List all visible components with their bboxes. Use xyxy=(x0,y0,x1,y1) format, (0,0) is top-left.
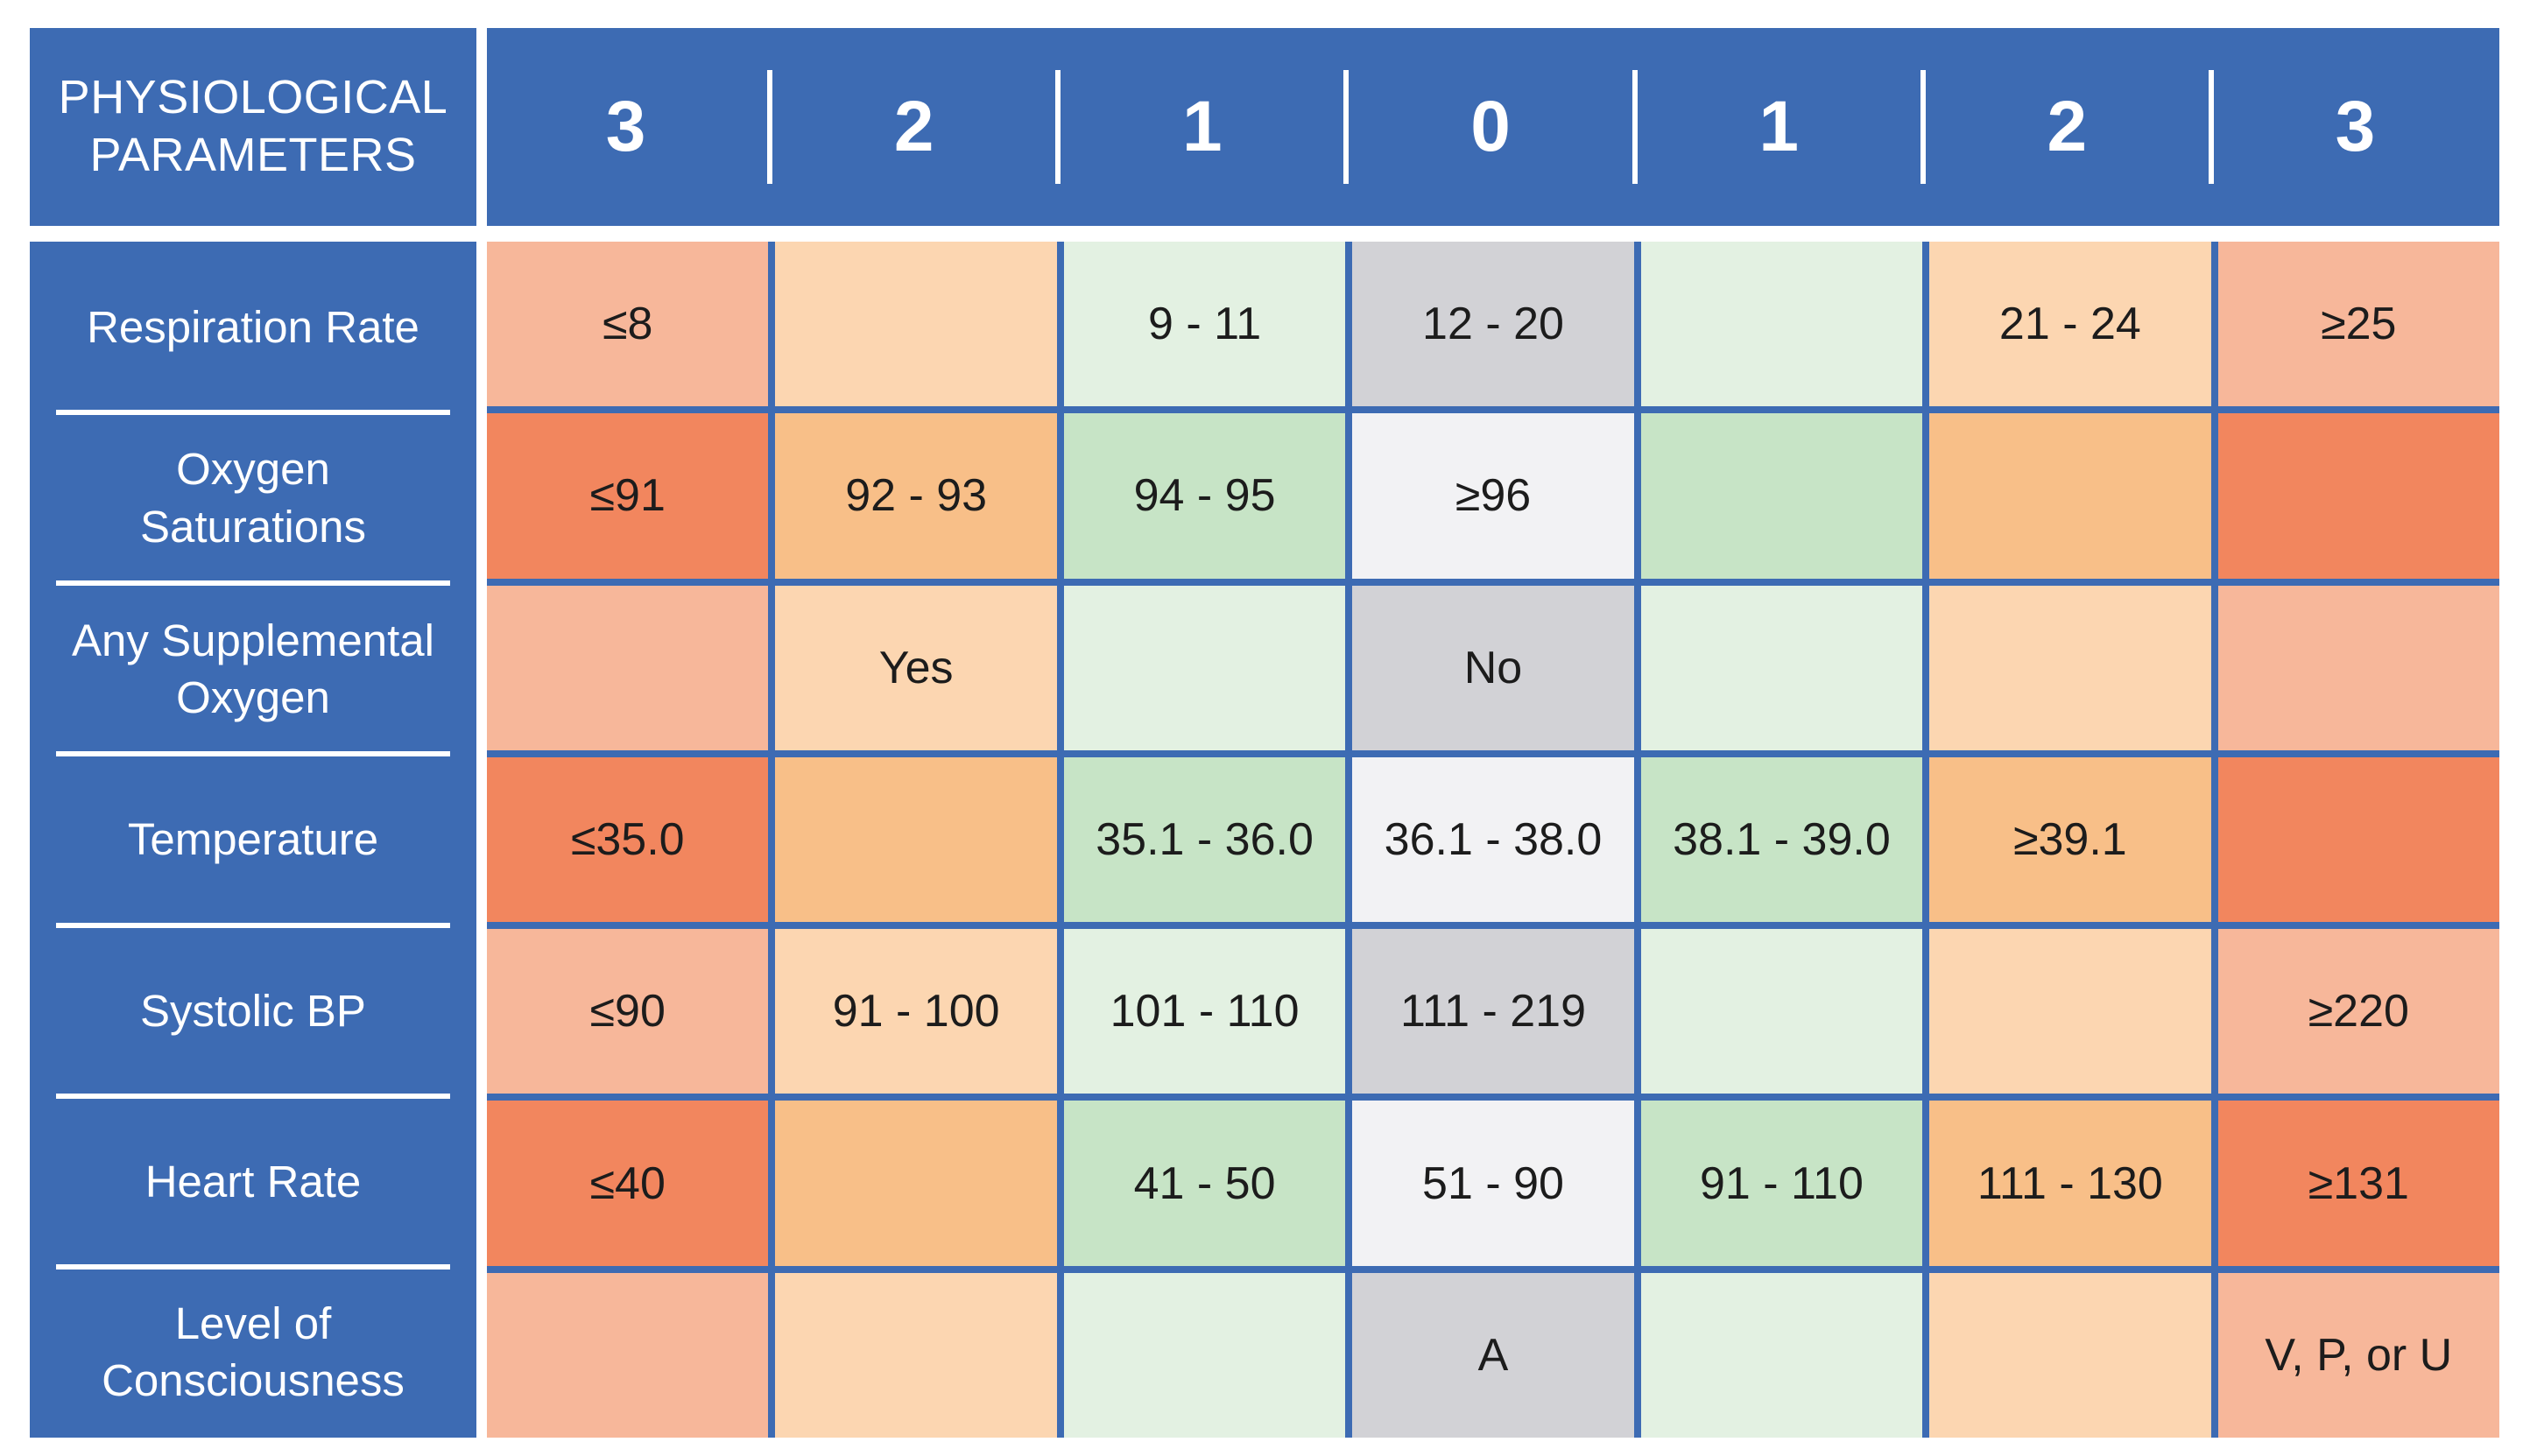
score-cell: 36.1 - 38.0 xyxy=(1352,756,1634,923)
parameter-label-line1: Any Supplemental xyxy=(72,615,434,665)
parameter-label-line1: Heart Rate xyxy=(144,1156,362,1206)
score-cell: ≥131 xyxy=(2217,1101,2499,1266)
score-header-cell: 3 xyxy=(2208,28,2499,226)
score-cell: ≤90 xyxy=(487,929,769,1094)
score-cell xyxy=(2217,585,2499,750)
scoring-table: PHYSIOLOGICAL PARAMETERS 3 2 1 0 1 2 3 R… xyxy=(30,28,2499,1438)
score-cell xyxy=(1929,929,2211,1094)
score-cell xyxy=(1929,1272,2211,1438)
score-cell xyxy=(1640,413,1923,579)
score-cell: 35.1 - 36.0 xyxy=(1063,756,1346,923)
value-grid: ≤8 9 - 11 12 - 20 21 - 24 ≥25 ≤91 92 - 93 94 - … xyxy=(487,242,2499,1438)
parameter-label: Level of Consciousness xyxy=(30,1263,476,1438)
score-header-cell: 1 xyxy=(1055,28,1346,226)
score-cell: ≥220 xyxy=(2217,929,2499,1094)
parameters-header-line2: PARAMETERS xyxy=(89,129,417,181)
parameter-label-line1: Temperature xyxy=(127,814,379,865)
parameter-label: Any Supplemental Oxygen xyxy=(30,580,476,754)
parameter-label-line1: Oxygen xyxy=(176,444,330,495)
parameter-label-line1: Systolic BP xyxy=(140,985,366,1036)
parameter-label-line1: Respiration Rate xyxy=(87,301,419,352)
score-cell: ≤35.0 xyxy=(487,756,769,923)
score-cell: 111 - 130 xyxy=(1929,1101,2211,1266)
score-cell xyxy=(2217,413,2499,579)
score-cell: ≥25 xyxy=(2217,242,2499,407)
parameter-label: Systolic BP xyxy=(30,922,476,1096)
parameter-label: Heart Rate xyxy=(30,1093,476,1267)
parameter-label: Oxygen Saturations xyxy=(30,410,476,583)
parameter-label-line1: Level of xyxy=(174,1298,332,1349)
score-header-cell: 2 xyxy=(767,28,1058,226)
score-cell xyxy=(1640,1272,1923,1438)
score-cell: 94 - 95 xyxy=(1063,413,1346,579)
score-header-cell: 1 xyxy=(1631,28,1923,226)
parameters-header: PHYSIOLOGICAL PARAMETERS xyxy=(30,28,476,226)
score-cell: 51 - 90 xyxy=(1352,1101,1634,1266)
parameter-label-line2: Oxygen xyxy=(176,672,330,722)
score-cell: 91 - 110 xyxy=(1640,1101,1923,1266)
score-cell xyxy=(1640,242,1923,407)
parameter-label: Respiration Rate xyxy=(30,242,476,412)
label-column-divider xyxy=(476,28,487,1438)
score-cell xyxy=(775,756,1057,923)
score-cell xyxy=(1063,585,1346,750)
score-cell xyxy=(1640,585,1923,750)
score-cell: ≤40 xyxy=(487,1101,769,1266)
score-cell: V, P, or U xyxy=(2217,1272,2499,1438)
score-cell xyxy=(775,1101,1057,1266)
score-cell: 12 - 20 xyxy=(1352,242,1634,407)
score-cell: ≥96 xyxy=(1352,413,1634,579)
score-cell: No xyxy=(1352,585,1634,750)
score-cell: 21 - 24 xyxy=(1929,242,2211,407)
score-cell: ≤8 xyxy=(487,242,769,407)
score-cell xyxy=(1929,585,2211,750)
score-cell: ≥39.1 xyxy=(1929,756,2211,923)
score-cell xyxy=(487,585,769,750)
score-cell xyxy=(775,242,1057,407)
score-header-cell: 3 xyxy=(605,87,646,166)
score-cell: 111 - 219 xyxy=(1352,929,1634,1094)
header-divider xyxy=(30,226,2499,242)
score-cell xyxy=(2217,756,2499,923)
score-cell: 38.1 - 39.0 xyxy=(1640,756,1923,923)
score-cell xyxy=(1929,413,2211,579)
score-cell: 92 - 93 xyxy=(775,413,1057,579)
score-cell: ≤91 xyxy=(487,413,769,579)
score-header-cell: 0 xyxy=(1343,28,1634,226)
score-cell xyxy=(1063,1272,1346,1438)
score-cell: 91 - 100 xyxy=(775,929,1057,1094)
parameter-labels: Respiration Rate Oxygen Saturations Any S… xyxy=(30,242,476,1438)
score-cell xyxy=(1640,929,1923,1094)
score-cell: 9 - 11 xyxy=(1063,242,1346,407)
parameters-header-line1: PHYSIOLOGICAL xyxy=(58,71,448,124)
score-cell xyxy=(487,1272,769,1438)
score-header-row: 3 2 1 0 1 2 3 xyxy=(482,28,2499,226)
score-cell: A xyxy=(1352,1272,1634,1438)
parameter-label: Temperature xyxy=(30,751,476,925)
parameter-label-line2: Consciousness xyxy=(102,1355,405,1406)
score-header-cell: 2 xyxy=(1920,28,2211,226)
parameter-label-line2: Saturations xyxy=(140,501,366,552)
score-cell: 41 - 50 xyxy=(1063,1101,1346,1266)
score-cell: Yes xyxy=(775,585,1057,750)
score-cell xyxy=(775,1272,1057,1438)
score-cell: 101 - 110 xyxy=(1063,929,1346,1094)
